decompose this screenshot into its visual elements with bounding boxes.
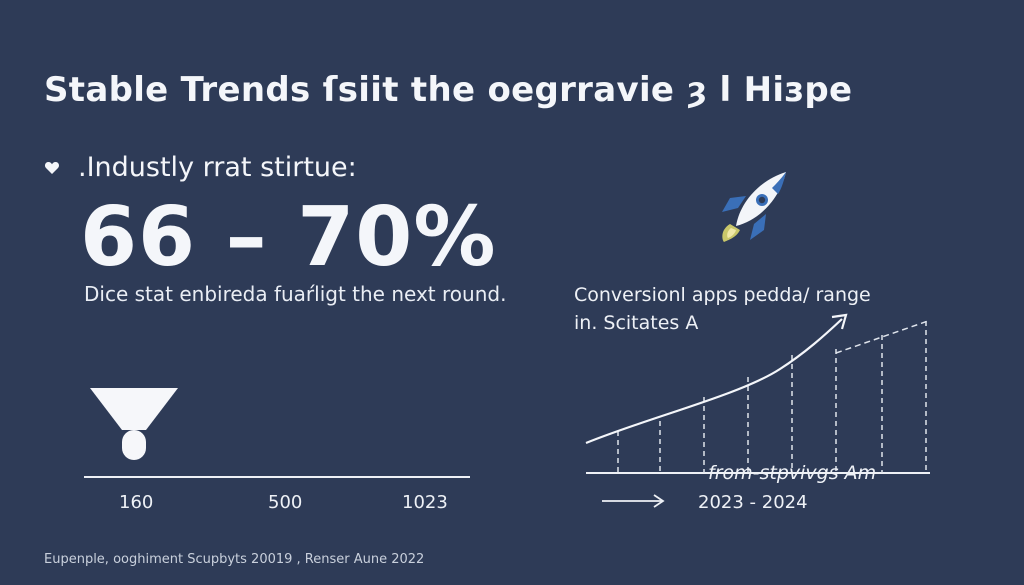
growth-graphic [585,313,930,474]
axis-baseline [84,476,470,478]
axis-tick-label: 1023 [402,492,448,513]
footer-note: Eupenple, ooghiment Scupbyts 20019 , Ren… [44,552,425,567]
dashed-trend-line [835,320,929,354]
growth-curve [585,318,843,445]
rocket-icon [722,172,786,242]
big-stat-value: 66 – 70% [80,190,497,285]
conversion-label-line1: Conversionl apps pedda/ range [574,284,871,306]
dashed-guides [617,321,927,473]
arrow-right-icon [602,494,665,508]
from-label: from-stpvivgs Am [708,462,877,484]
axis-tick-label: 500 [268,492,303,513]
conversion-label-line2: in. Scitates A [574,312,699,334]
page-title: Stable Trends ſsiit the oegrravie ȝ l Hi… [44,70,853,110]
heart-icon [44,162,60,174]
industry-label: .Industly rrat stirtue: [78,152,357,183]
curve-arrowhead [831,313,848,330]
year-range: 2023 - 2024 [698,492,808,513]
funnel-icon [90,388,178,460]
stat-caption: Dice stat enbireda fuaŕligt the next rou… [84,282,507,306]
axis-tick-label: 160 [119,492,154,513]
